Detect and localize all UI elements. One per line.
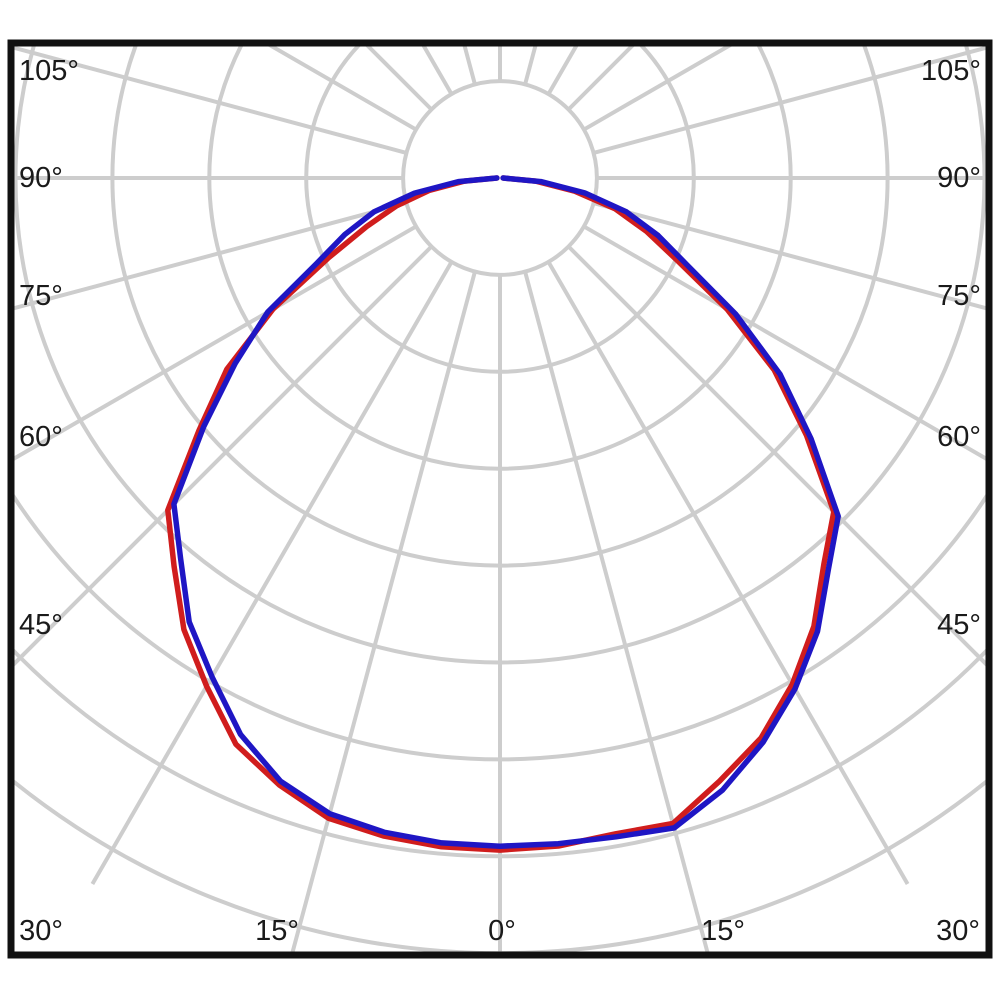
angle-label: 15°	[255, 915, 299, 947]
blue-curve	[171, 175, 841, 849]
angle-label: 30°	[19, 915, 63, 947]
angle-label: 90°	[937, 162, 981, 194]
grid-spoke	[582, 46, 732, 132]
angle-label: 30°	[936, 915, 980, 947]
grid-spoke	[14, 201, 407, 311]
grid-spoke	[546, 260, 910, 885]
angle-label: 75°	[19, 280, 63, 312]
angle-label: 90°	[19, 162, 63, 194]
grid-spoke	[268, 46, 418, 132]
grid-spoke	[90, 260, 454, 885]
chart-frame	[7, 39, 993, 959]
grid-spoke	[593, 201, 986, 311]
grid-spoke	[14, 46, 407, 155]
grid-spoke	[582, 224, 986, 461]
angle-label: 45°	[19, 609, 63, 641]
grid-spoke	[290, 271, 477, 952]
angle-label: 75°	[937, 280, 981, 312]
angle-label: 45°	[937, 609, 981, 641]
angle-label: 60°	[19, 421, 63, 453]
grid-spoke	[14, 224, 418, 461]
angle-label: 60°	[937, 421, 981, 453]
angle-label: 105°	[921, 55, 981, 87]
angle-label: 0°	[488, 915, 516, 947]
grid-spoke	[523, 271, 710, 952]
angle-label: 15°	[701, 915, 745, 947]
grid-spoke	[593, 46, 986, 155]
grid-spoke	[567, 245, 986, 667]
angle-label: 105°	[19, 55, 79, 87]
